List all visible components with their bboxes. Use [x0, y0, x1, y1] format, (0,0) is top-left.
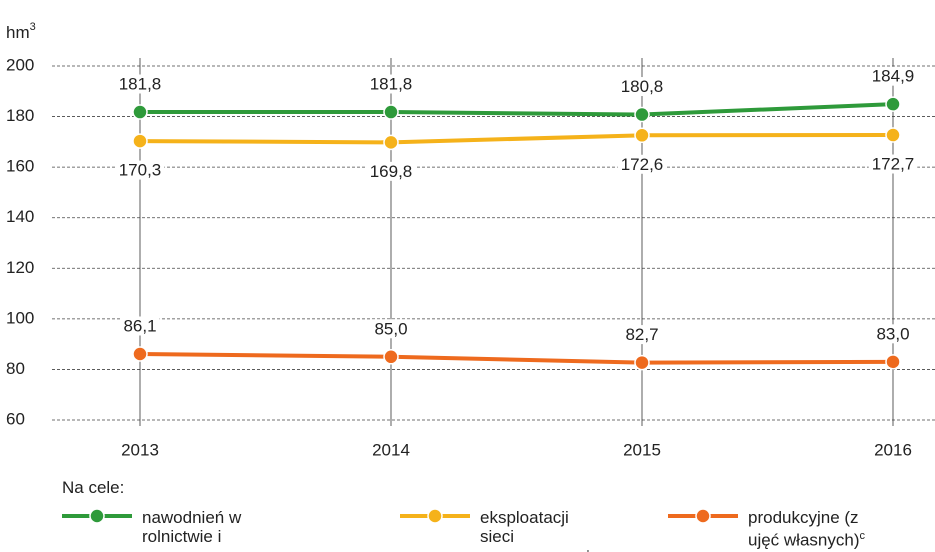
legend-item: eksploatacji sieci wodociągowejb: [400, 508, 600, 552]
y-tick-label: 100: [6, 308, 34, 327]
point: [634, 106, 650, 123]
point: [132, 104, 148, 120]
legend-dot: [695, 508, 711, 524]
legend-footnote: a: [216, 549, 222, 552]
x-tick-label: 2015: [623, 440, 661, 459]
y-tick-label: 120: [6, 258, 34, 277]
series-line: [139, 133, 894, 145]
legend-title: Na cele:: [62, 478, 125, 497]
y-unit: hm: [6, 23, 30, 42]
x-tick-label: 2014: [372, 440, 410, 459]
value-label: 85,0: [374, 319, 407, 338]
y-axis-label: hm3: [6, 21, 36, 43]
legend-swatch: [400, 508, 470, 524]
legend-footnote: c: [859, 530, 866, 542]
y-tick-label: 200: [6, 55, 34, 74]
label-bg: [617, 77, 667, 97]
x-tick-label: 2016: [874, 440, 912, 459]
label-bg: [115, 160, 165, 180]
value-label: 181,8: [119, 75, 162, 94]
legend-swatch: [668, 508, 738, 524]
label-bg: [371, 319, 411, 339]
y-tick-label: 180: [6, 106, 34, 125]
point: [885, 354, 901, 370]
legend-label: eksploatacji sieci wodociągowej: [480, 508, 587, 552]
point: [634, 127, 650, 144]
legend-footnote: b: [587, 549, 593, 552]
label-bg: [873, 324, 913, 344]
legend-dot: [427, 508, 443, 524]
value-label: 170,3: [119, 161, 162, 180]
label-bg: [868, 66, 918, 86]
x-tick-label: 2013: [121, 440, 159, 459]
legend-dot: [89, 508, 105, 524]
y-tick-label: 160: [6, 157, 34, 176]
legend-item: produkcyjne (z ujęć własnych)c: [668, 508, 888, 550]
value-label: 181,8: [370, 75, 413, 94]
y-unit-sup: 3: [30, 21, 36, 33]
series-line: [139, 352, 894, 365]
point: [885, 127, 901, 143]
point: [885, 96, 901, 112]
label-bg: [120, 316, 160, 336]
point: [383, 104, 399, 120]
y-tick-label: 60: [6, 409, 25, 428]
label-bg: [366, 74, 416, 94]
value-label: 83,0: [876, 324, 909, 343]
legend-label: nawodnień w rolnictwie i leśnictwie: [142, 508, 242, 552]
legend-text: eksploatacji sieci wodociągowejb: [480, 508, 600, 552]
label-bg: [366, 161, 416, 181]
legend-text: nawodnień w rolnictwie i leśnictwiea: [142, 508, 292, 552]
value-label: 180,8: [621, 77, 664, 96]
point: [383, 349, 399, 365]
legend-label: produkcyjne (z ujęć własnych): [748, 508, 860, 550]
chart: hm3 60 80 100 120 140 160 180 200 2013 2014 2015 20…: [6, 21, 935, 459]
series-line: [140, 102, 894, 117]
point: [634, 354, 650, 371]
y-tick-label: 140: [6, 207, 34, 226]
value-label: 169,8: [370, 162, 413, 181]
legend-item: nawodnień w rolnictwie i leśnictwiea: [62, 508, 292, 552]
legend-text: produkcyjne (z ujęć własnych)c: [748, 508, 888, 550]
label-bg: [868, 154, 918, 174]
value-label: 172,6: [621, 155, 664, 174]
label-bg: [617, 154, 667, 174]
value-label: 82,7: [625, 325, 658, 344]
value-label: 172,7: [872, 155, 915, 174]
value-label: 184,9: [872, 67, 915, 86]
label-bg: [622, 325, 662, 345]
value-label: 86,1: [123, 316, 156, 335]
point: [383, 134, 399, 151]
y-tick-label: 80: [6, 359, 25, 378]
point: [132, 346, 148, 362]
point: [132, 133, 148, 149]
label-bg: [115, 74, 165, 94]
legend-swatch: [62, 508, 132, 524]
